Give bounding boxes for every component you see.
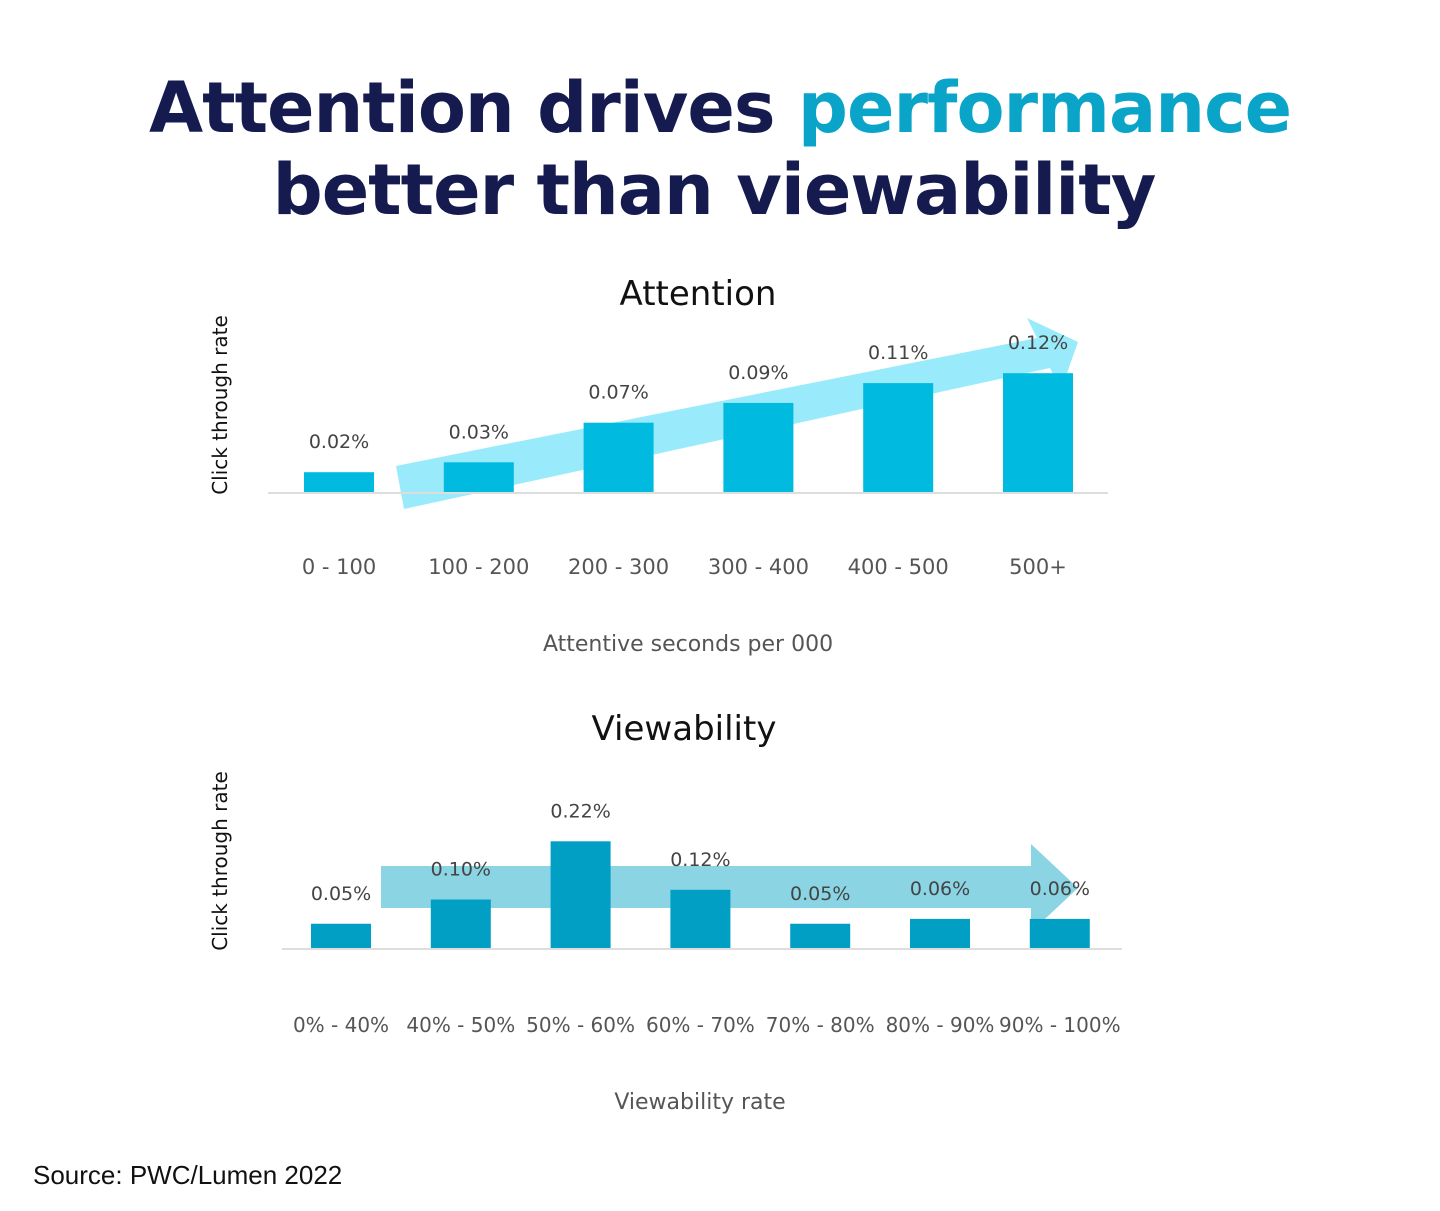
viewability-bar-6: [910, 918, 970, 948]
viewability-tick-label-5: 70% - 80%: [766, 1013, 875, 1037]
viewability-tick-label-1: 0% - 40%: [293, 1013, 389, 1037]
attention-data-labels: 0.02% 0.03% 0.07% 0.09% 0.11% 0.12%: [309, 332, 1068, 453]
attention-tick-label-3: 200 - 300: [568, 555, 669, 579]
attention-chart: Attention Click through rate 0.02% 0.03%0…: [208, 274, 1108, 657]
attention-data-label-4: 0.09%: [728, 362, 788, 384]
viewability-x-axis-label: Viewability rate: [614, 1090, 785, 1115]
attention-bar-3: [583, 422, 654, 492]
headline-line-1: Attention drives performance: [0, 66, 1440, 150]
viewability-tick-label-3: 50% - 60%: [526, 1013, 635, 1037]
viewability-data-label-5: 0.05%: [790, 883, 850, 905]
viewability-bars: [311, 841, 1090, 948]
viewability-tick-label-2: 40% - 50%: [406, 1013, 515, 1037]
attention-tick-label-5: 400 - 500: [848, 555, 949, 579]
attention-bar-4: [723, 402, 794, 492]
viewability-data-label-3: 0.22%: [550, 800, 610, 822]
attention-chart-title: Attention: [620, 274, 777, 314]
attention-tick-label-6: 500+: [1009, 555, 1067, 579]
viewability-y-axis-label: Click through rate: [208, 771, 232, 951]
attention-bars: [304, 373, 1073, 492]
viewability-chart-title: Viewability: [592, 709, 777, 749]
attention-tick-label-4: 300 - 400: [708, 555, 809, 579]
viewability-bar-4: [670, 889, 731, 948]
attention-bar-5: [863, 383, 934, 492]
viewability-bar-2: [430, 899, 491, 948]
viewability-bar-5: [790, 923, 851, 948]
viewability-bar-1: [311, 923, 371, 948]
attention-data-label-5: 0.11%: [868, 342, 928, 364]
attention-bar-1: [304, 472, 374, 492]
attention-tick-labels: 0 - 100 100 - 200 200 - 300 300 - 400 400 - …: [302, 555, 1067, 579]
viewability-chart: Viewability Click through rate 0.05% 0.10…: [208, 709, 1122, 1115]
viewability-data-label-2: 0.10%: [431, 859, 491, 881]
source-note: Source: PWC/Lumen 2022: [33, 1160, 343, 1190]
viewability-bar-7: [1029, 918, 1090, 948]
viewability-tick-labels: 0% - 40% 40% - 50% 50% - 60% 60% - 70% 70% -…: [293, 1013, 1121, 1037]
viewability-tick-label-4: 60% - 70%: [646, 1013, 755, 1037]
viewability-tick-label-6: 80% - 90%: [886, 1013, 995, 1037]
attention-bar-6: [1003, 373, 1073, 492]
viewability-tick-label-7: 90% - 100%: [999, 1013, 1121, 1037]
viewability-data-label-4: 0.12%: [670, 849, 730, 871]
headline-line-2: better than viewability: [272, 149, 1157, 231]
viewability-data-label-1: 0.05%: [311, 883, 371, 905]
attention-tick-label-2: 100 - 200: [428, 555, 529, 579]
attention-data-label-2: 0.03%: [449, 421, 509, 443]
attention-tick-label-1: 0 - 100: [302, 555, 376, 579]
attention-data-label-3: 0.07%: [588, 382, 648, 404]
viewability-data-labels: 0.05% 0.10% 0.22% 0.12% 0.05% 0.06% 0.06%: [311, 800, 1090, 904]
attention-bar-2: [443, 462, 514, 492]
headline-accent: performance: [797, 67, 1292, 149]
viewability-data-label-7: 0.06%: [1030, 878, 1090, 900]
attention-y-axis-label: Click through rate: [208, 315, 232, 495]
viewability-bar-3: [550, 841, 611, 948]
attention-data-label-1: 0.02%: [309, 431, 369, 453]
viewability-data-label-6: 0.06%: [910, 878, 970, 900]
attention-data-label-6: 0.12%: [1008, 332, 1068, 354]
attention-x-axis-label: Attentive seconds per 000: [543, 632, 833, 657]
headline-start: Attention drives: [148, 67, 798, 149]
